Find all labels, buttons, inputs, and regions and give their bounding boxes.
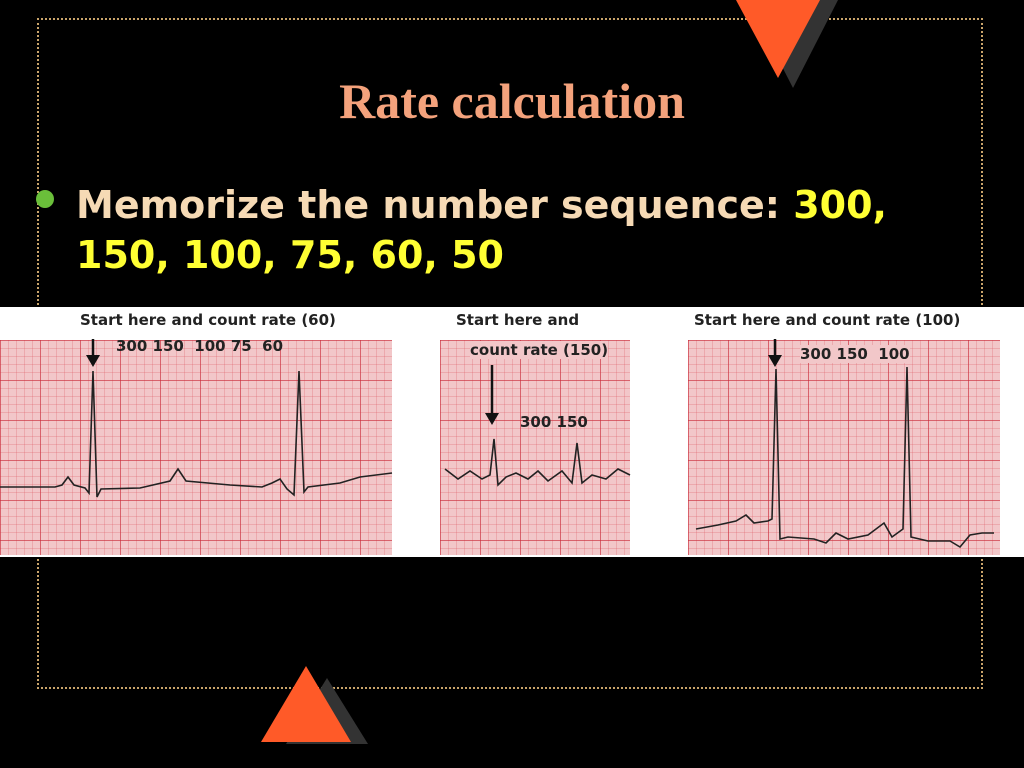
ecg-image-strip: Start here and count rate (60) 300 150 1… bbox=[0, 307, 1024, 557]
ecg-trace bbox=[695, 339, 994, 549]
top-triangle-decoration bbox=[736, 0, 838, 88]
ecg-grid bbox=[440, 340, 630, 555]
ecg-panel-label: Start here and count rate (100) bbox=[694, 311, 961, 329]
ecg-count-sequence: 300 150 100 bbox=[800, 345, 910, 363]
ecg-count-sequence: 300 150 100 75 60 bbox=[116, 337, 284, 355]
ecg-panel-label: Start here and count rate (60) bbox=[80, 311, 336, 329]
ecg-panel-rate-60: Start here and count rate (60) 300 150 1… bbox=[0, 307, 393, 557]
bullet-text: Memorize the number sequence: 300, 150, … bbox=[40, 180, 980, 280]
ecg-grid bbox=[0, 340, 392, 555]
ecg-trace bbox=[444, 365, 631, 487]
ecg-trace bbox=[0, 339, 393, 498]
ecg-count-sequence: 300 150 bbox=[520, 413, 588, 431]
number-sequence: 300, 150, 100, 75, 60, 50 bbox=[76, 183, 887, 277]
bullet-label: Memorize the number sequence: bbox=[76, 183, 794, 227]
ecg-panel-rate-150: Start here and count rate (150) 300 150 bbox=[440, 307, 631, 557]
bullet-item: Memorize the number sequence: 300, 150, … bbox=[36, 180, 980, 280]
bullet-dot-icon bbox=[36, 190, 54, 208]
ecg-panel-label-line1: Start here and bbox=[456, 311, 580, 329]
bottom-triangle-decoration bbox=[261, 666, 368, 744]
slide-title: Rate calculation bbox=[339, 73, 685, 129]
ecg-panel-label-line2: count rate (150) bbox=[470, 341, 609, 359]
ecg-panel-rate-100: Start here and count rate (100) 300 150 … bbox=[688, 307, 1024, 557]
